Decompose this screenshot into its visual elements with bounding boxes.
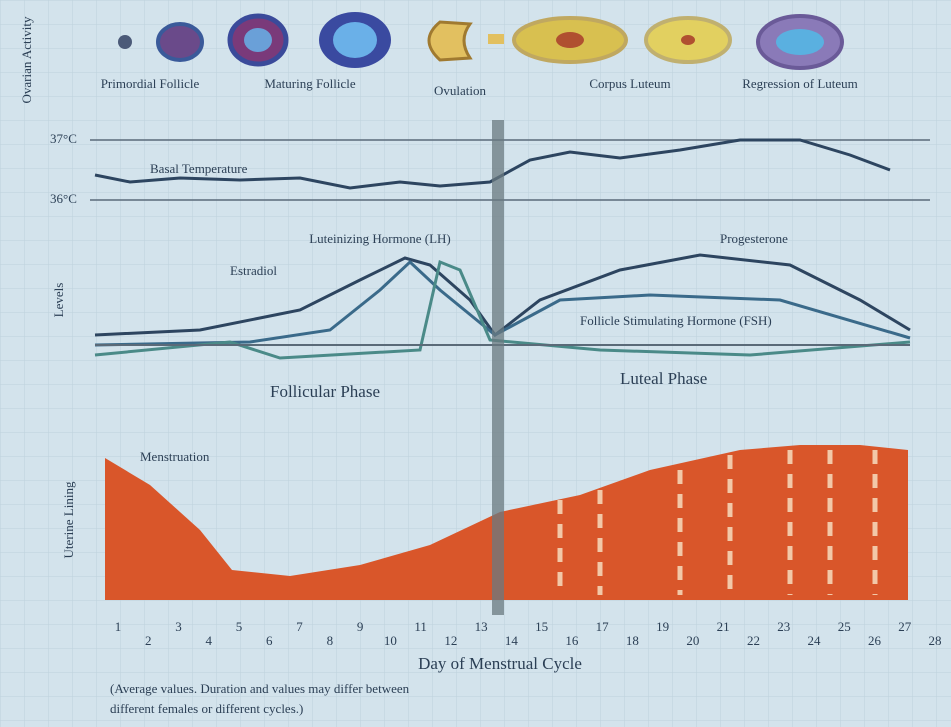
fsh-label: Follicle Stimulating Hormone (FSH): [580, 313, 772, 328]
day-label: 23: [777, 619, 790, 634]
ovary-axis-label: Ovarian Activity: [19, 16, 34, 104]
temp-title: Basal Temperature: [150, 161, 248, 176]
day-label: 19: [656, 619, 669, 634]
note: different females or different cycles.): [110, 701, 303, 716]
day-label: 14: [505, 633, 519, 648]
day-label: 10: [384, 633, 397, 648]
day-label: 11: [414, 619, 427, 634]
lining-texture: [557, 450, 878, 595]
day-label: 5: [236, 619, 243, 634]
day-label: 12: [444, 633, 457, 648]
day-labels: 1234567891011121314151617181920212223242…: [115, 619, 942, 648]
day-label: 3: [175, 619, 182, 634]
day-label: 4: [206, 633, 213, 648]
uterine-lining: [105, 445, 908, 600]
lh-label: Luteinizing Hormone (LH): [309, 231, 451, 246]
day-label: 16: [565, 633, 579, 648]
ovary-icons: [118, 12, 844, 70]
temp-high-label: 37°C: [50, 131, 77, 146]
stage-label: Primordial Follicle: [101, 76, 200, 91]
x-label: Day of Menstrual Cycle: [418, 654, 582, 673]
lh-curve: [94, 259, 911, 360]
follicular-label: Follicular Phase: [270, 382, 380, 401]
uterus-axis-label: Uterine Lining: [61, 481, 76, 558]
hormone-axis-label: Levels: [51, 283, 66, 318]
luteal-label: Luteal Phase: [620, 369, 707, 388]
day-label: 8: [327, 633, 334, 648]
progesterone-label: Progesterone: [720, 231, 788, 246]
day-label: 27: [898, 619, 912, 634]
temperature-curve: [94, 138, 891, 190]
day-label: 24: [807, 633, 821, 648]
note: (Average values. Duration and values may…: [110, 681, 410, 696]
estradiol-curve: [94, 259, 911, 347]
day-label: 9: [357, 619, 364, 634]
stage-label: Regression of Luteum: [742, 76, 858, 91]
day-label: 25: [838, 619, 851, 634]
day-label: 26: [868, 633, 882, 648]
day-label: 13: [475, 619, 488, 634]
stage-label: Maturing Follicle: [264, 76, 356, 91]
day-label: 17: [596, 619, 610, 634]
day-label: 1: [115, 619, 122, 634]
menstruation-label: Menstruation: [140, 449, 210, 464]
day-label: 7: [296, 619, 303, 634]
day-label: 22: [747, 633, 760, 648]
temp-low-label: 36°C: [50, 191, 77, 206]
day-label: 2: [145, 633, 152, 648]
day-label: 20: [686, 633, 699, 648]
day-label: 28: [929, 633, 942, 648]
progesterone-curve: [94, 253, 911, 338]
estradiol-label: Estradiol: [230, 263, 277, 278]
day-label: 21: [717, 619, 730, 634]
day-label: 15: [535, 619, 548, 634]
stage-label: Corpus Luteum: [589, 76, 670, 91]
ovulation-bar: [492, 120, 504, 615]
day-label: 6: [266, 633, 273, 648]
day-label: 18: [626, 633, 639, 648]
stage-label: Ovulation: [434, 83, 486, 98]
